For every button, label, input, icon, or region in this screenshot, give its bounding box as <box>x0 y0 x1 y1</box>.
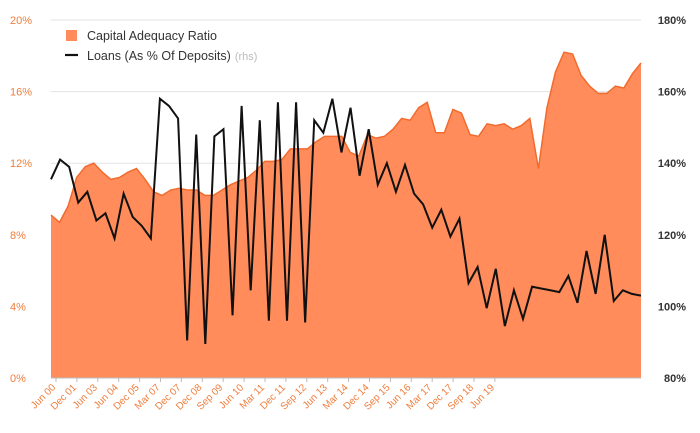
left-axis-tick-label: 4% <box>10 301 26 313</box>
right-axis-tick-label: 160% <box>658 87 686 99</box>
right-axis-tick-label: 100% <box>658 301 686 313</box>
left-axis-tick-label: 0% <box>10 373 26 385</box>
legend-label-loans-suffix: (rhs) <box>235 51 258 63</box>
legend-label-loans-name: Loans (As % Of Deposits) <box>87 49 231 63</box>
legend-label-loans: Loans (As % Of Deposits) (rhs) <box>87 49 257 63</box>
left-axis-tick-label: 16% <box>10 87 32 99</box>
left-y-axis: 0% 4% 8% 12% 16% 20% <box>10 15 32 385</box>
right-axis-tick-label: 80% <box>664 373 686 385</box>
right-axis-tick-label: 120% <box>658 230 686 242</box>
right-axis-tick-label: 180% <box>658 15 686 27</box>
loans-to-deposits-line <box>50 96 642 345</box>
legend-swatch-capital-adequacy <box>66 30 77 41</box>
capital-adequacy-area <box>51 52 641 378</box>
right-y-axis: 80% 100% 120% 140% 160% 180% <box>658 15 686 385</box>
left-axis-tick-label: 12% <box>10 158 32 170</box>
left-axis-tick-label: 8% <box>10 230 26 242</box>
legend: Capital Adequacy Ratio Loans (As % Of De… <box>65 29 257 63</box>
capital-adequacy-edge <box>50 51 642 224</box>
right-axis-tick-label: 140% <box>658 158 686 170</box>
left-axis-tick-label: 20% <box>10 15 32 27</box>
capital-adequacy-area-series <box>50 51 642 378</box>
loans-to-deposits-line-series <box>50 96 642 345</box>
legend-label-capital-adequacy: Capital Adequacy Ratio <box>87 29 217 43</box>
